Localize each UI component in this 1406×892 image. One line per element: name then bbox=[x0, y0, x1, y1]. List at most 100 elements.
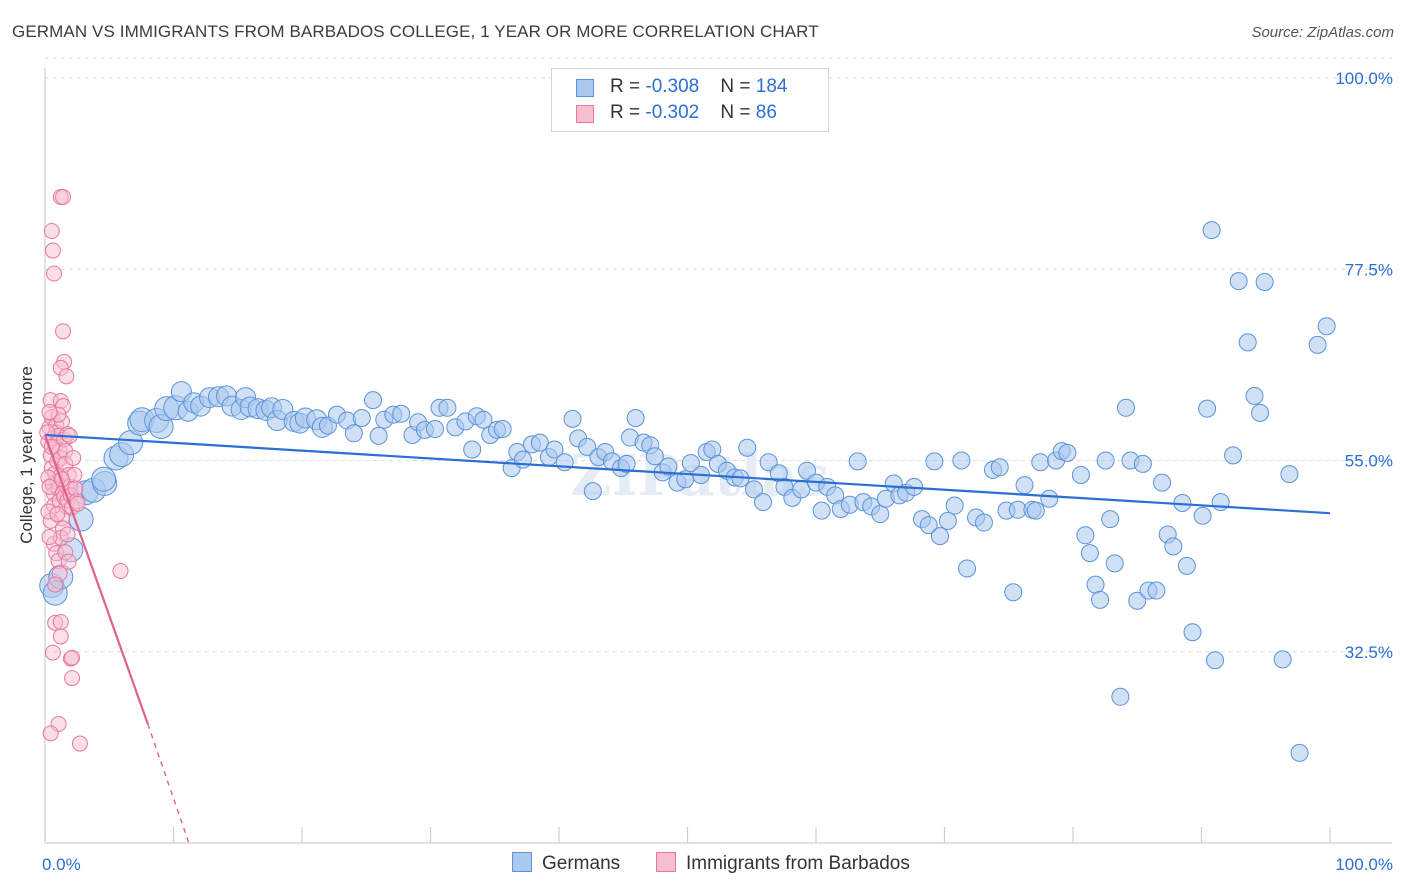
legend-n-label: N = bbox=[720, 76, 756, 97]
legend-r-label: R = bbox=[610, 76, 646, 97]
point-germans bbox=[617, 454, 636, 473]
point-germans bbox=[745, 480, 764, 499]
point-germans bbox=[1031, 453, 1050, 472]
point-germans bbox=[583, 482, 602, 501]
point-germans bbox=[1251, 403, 1270, 422]
point-germans bbox=[1015, 476, 1034, 495]
point-germans bbox=[364, 391, 383, 410]
point-germans bbox=[797, 461, 816, 480]
point-barbados bbox=[55, 189, 72, 205]
legend-r-label: R = bbox=[610, 102, 646, 123]
point-barbados bbox=[64, 649, 81, 666]
point-germans bbox=[938, 511, 957, 530]
point-germans bbox=[1198, 399, 1217, 418]
correlation-legend: R = -0.308 N = 184 R = -0.302 N = 86 bbox=[551, 68, 829, 132]
point-barbados bbox=[41, 529, 58, 545]
point-germans bbox=[1004, 583, 1023, 602]
point-barbados bbox=[52, 614, 69, 630]
point-barbados bbox=[42, 725, 59, 742]
point-germans bbox=[1193, 506, 1212, 525]
point-germans bbox=[626, 409, 645, 427]
point-barbados bbox=[52, 628, 69, 645]
point-germans bbox=[1224, 446, 1243, 465]
point-barbados bbox=[55, 323, 72, 340]
series-legend-barbados[interactable]: Immigrants from Barbados bbox=[656, 852, 910, 875]
point-germans bbox=[1280, 465, 1299, 484]
series-legend-germans[interactable]: Germans bbox=[512, 852, 620, 875]
point-barbados bbox=[65, 449, 82, 466]
chart-title: GERMAN VS IMMIGRANTS FROM BARBADOS COLLE… bbox=[12, 22, 819, 41]
series-label-barbados: Immigrants from Barbados bbox=[686, 853, 910, 874]
point-germans bbox=[530, 433, 549, 452]
point-germans bbox=[754, 493, 773, 512]
point-germans bbox=[1071, 465, 1090, 484]
point-germans bbox=[392, 404, 411, 423]
point-germans bbox=[1290, 743, 1309, 762]
y-tick-label: 55.0% bbox=[1345, 452, 1393, 471]
point-germans bbox=[1164, 537, 1183, 556]
point-barbados bbox=[41, 478, 58, 495]
point-germans bbox=[1040, 489, 1059, 508]
point-germans bbox=[958, 559, 977, 578]
point-barbados bbox=[64, 670, 81, 687]
point-germans bbox=[1116, 398, 1135, 417]
legend-swatch-germans bbox=[576, 79, 594, 97]
point-barbados bbox=[59, 526, 76, 543]
point-germans bbox=[1183, 623, 1202, 642]
legend-r-value-germans: -0.308 bbox=[645, 76, 700, 97]
point-germans bbox=[945, 496, 964, 515]
source-label: Source: ZipAtlas.com bbox=[1251, 24, 1394, 41]
point-barbados bbox=[46, 265, 63, 282]
y-axis-title: College, 1 year or more bbox=[17, 366, 36, 544]
point-germans bbox=[930, 527, 949, 546]
point-germans bbox=[1153, 473, 1172, 492]
point-germans bbox=[1080, 544, 1099, 563]
x-tick-label-max: 100.0% bbox=[1335, 855, 1393, 874]
point-germans bbox=[919, 516, 938, 535]
point-germans bbox=[848, 452, 867, 471]
series-label-germans: Germans bbox=[542, 853, 621, 874]
point-germans bbox=[578, 437, 597, 456]
legend-n-label: N = bbox=[720, 102, 756, 123]
point-germans bbox=[1273, 650, 1292, 669]
point-germans bbox=[1147, 581, 1166, 600]
series-swatch-barbados bbox=[656, 852, 676, 872]
point-barbados bbox=[60, 553, 77, 570]
point-germans bbox=[1058, 443, 1077, 462]
point-germans bbox=[659, 457, 678, 476]
point-germans bbox=[681, 454, 700, 473]
y-tick-label: 77.5% bbox=[1345, 260, 1393, 279]
point-germans bbox=[1133, 454, 1152, 473]
legend-n-value-germans: 184 bbox=[755, 76, 788, 97]
legend-swatch-barbados bbox=[576, 105, 594, 123]
point-germans bbox=[1238, 333, 1257, 352]
x-tick-label-min: 0.0% bbox=[42, 855, 81, 874]
point-germans bbox=[474, 410, 493, 429]
point-germans bbox=[1317, 317, 1336, 336]
point-germans bbox=[1206, 651, 1225, 670]
point-germans bbox=[1202, 221, 1221, 240]
point-germans bbox=[1229, 272, 1248, 291]
legend-r-value-barbados: -0.302 bbox=[645, 102, 700, 123]
point-germans bbox=[352, 409, 371, 427]
point-germans bbox=[1086, 575, 1105, 594]
trendline-barbados-extension bbox=[147, 723, 190, 844]
point-germans bbox=[563, 409, 582, 428]
point-germans bbox=[974, 513, 993, 532]
point-germans bbox=[545, 440, 564, 459]
point-barbados bbox=[47, 576, 64, 593]
point-germans bbox=[812, 501, 831, 520]
point-barbados bbox=[44, 242, 61, 259]
point-germans bbox=[952, 451, 971, 470]
point-germans bbox=[645, 447, 664, 466]
point-germans bbox=[1308, 335, 1327, 354]
point-germans bbox=[463, 440, 482, 459]
point-germans bbox=[1245, 386, 1264, 405]
trendline-barbados bbox=[43, 434, 149, 725]
point-germans bbox=[1076, 526, 1095, 545]
point-barbados bbox=[58, 368, 75, 385]
point-germans bbox=[1096, 451, 1115, 470]
legend-n-value-barbados: 86 bbox=[755, 102, 777, 123]
y-tick-label: 100.0% bbox=[1335, 69, 1393, 88]
point-germans bbox=[91, 466, 117, 492]
